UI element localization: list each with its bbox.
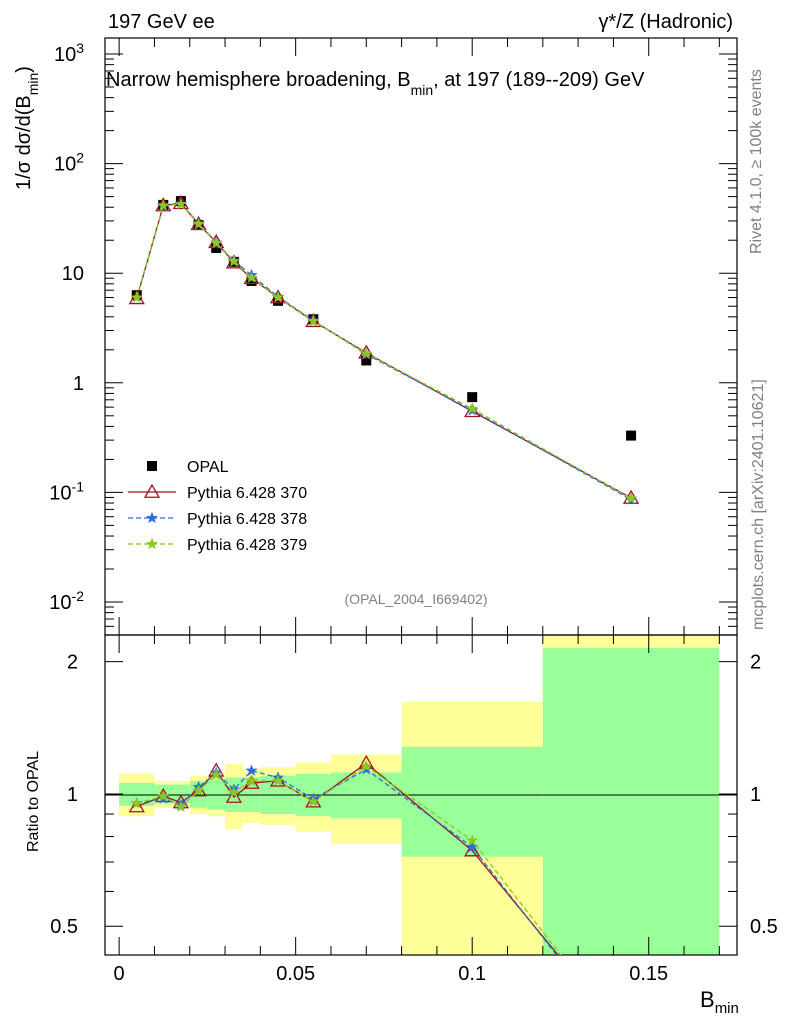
marker-pythia-379 [227,255,240,267]
ratio-marker-pythia-379 [192,784,205,796]
ratio-marker-pythia-379 [157,789,170,802]
main-y-tick-label-base: 10 [49,482,71,504]
ratio-band-inner [189,781,208,808]
main-y-tick-label: 10 [62,263,84,285]
x-axis-label-sub: min [715,1000,739,1017]
legend-label-pythia-370: Pythia 6.428 370 [187,485,307,502]
ratio-y-tick-label: 0.5 [50,916,78,938]
ratio-y-tick-label-right: 0.5 [750,916,778,938]
ratio-marker-pythia-379 [307,795,320,807]
ratio-marker-pythia-379 [360,759,373,772]
ratio-marker-pythia-379 [271,774,285,786]
chart-title: Narrow hemisphere broadening, Bmin, at 1… [106,69,645,98]
marker-pythia-379 [466,402,479,414]
x-axis-label-main: B [700,987,715,1012]
ratio-marker-pythia-370 [128,798,145,813]
ratio-y-tick-label-right: 1 [750,784,761,806]
data-point-opal [246,275,257,286]
data-point-opal [626,430,637,441]
ratio-y-tick-label: 1 [67,784,78,806]
x-tick-label: 0.05 [276,963,315,985]
chart-title-tail: , at 197 (189--209) GeV [433,69,645,91]
marker-pythia-379 [130,291,143,303]
header: 197 GeV ee γ*/Z (Hadronic) [108,11,733,33]
marker-pythia-379 [174,197,187,210]
main-y-tick-label: 102 [54,150,84,176]
series-line-pythia-378 [136,203,632,501]
main-y-tick-label: 10-2 [49,588,84,614]
ratio-marker-pythia-379 [174,800,187,813]
main-y-tick-label-exp: -2 [72,588,85,604]
main-y-tick-label-base: 10 [49,592,71,614]
ratio-band-inner [119,782,155,806]
main-y-tick-label-exp: 3 [76,40,84,56]
ratio-marker-pythia-379 [130,796,143,809]
x-axis-label: Bmin [700,987,739,1017]
marker-pythia-379 [271,291,285,303]
legend-marker-pythia-379 [145,537,159,550]
x-tick-label: 0.1 [458,963,486,985]
ratio-y-tick-label: 2 [67,652,78,674]
main-y-tick-label: 10-1 [49,478,84,504]
chart-title-sub: min [411,82,434,98]
main-series [128,194,640,505]
legend: OPAL Pythia 6.428 370 Pythia 6.428 378 Pyth… [128,459,307,554]
y-axis-label-main: 1/σ dσ/d(B [13,95,35,190]
marker-pythia-379 [245,271,258,283]
mcplots-label: mcplots.cern.ch [arXiv:2401.10621] [750,379,767,630]
ratio-marker-pythia-379 [466,834,479,846]
legend-label-opal: OPAL [187,459,229,476]
ratio-marker-pythia-379 [210,768,223,780]
data-point-opal [273,295,284,306]
ratio-marker-pythia-378 [245,764,258,776]
ratio-y-label: Ratio to OPAL [25,751,42,852]
marker-pythia-379 [360,347,373,359]
header-left: 197 GeV ee [108,11,215,33]
legend-marker-pythia-370 [143,483,161,498]
ratio-y-ticks: 0.5 0.5 1 1 2 2 [50,652,778,939]
ratio-marker-pythia-370 [464,842,481,857]
header-right: γ*/Z (Hadronic) [599,11,733,33]
marker-pythia-379 [625,492,638,504]
ratio-y-tick-label-right: 2 [750,652,761,674]
legend-marker-opal [147,461,157,471]
ratio-series-group [128,754,562,955]
marker-pythia-379 [307,314,320,327]
legend-label-pythia-379: Pythia 6.428 379 [187,537,307,554]
analysis-id: (OPAL_2004_I669402) [345,591,488,607]
main-y-tick-label-exp: 2 [76,150,84,166]
marker-pythia-379 [210,236,223,249]
data-point-opal [467,392,478,403]
marker-pythia-379 [192,217,205,230]
x-tick-label: 0.15 [629,963,668,985]
ratio-marker-pythia-379 [245,774,258,787]
x-ticks: 0 0.05 0.1 0.15 [114,38,720,985]
legend-marker-pythia-378 [145,511,159,524]
series-line-pythia-379 [136,203,632,500]
main-y-tick-label-base: 10 [54,154,76,176]
marker-pythia-370 [225,254,242,269]
marker-pythia-379 [157,199,170,211]
legend-label-pythia-378: Pythia 6.428 378 [187,511,307,528]
y-axis-label-tail: ) [13,66,35,73]
ratio-band-inner [542,647,720,955]
y-axis-label-sub: min [25,73,41,96]
rivet-label: Rivet 4.1.0, ≥ 100k events [748,69,765,254]
main-y-tick-label: 103 [54,40,84,66]
main-y-tick-label-base: 10 [54,44,76,66]
ratio-series [128,754,562,955]
data-point-opal [361,355,372,366]
chart-title-main: Narrow hemisphere broadening, B [106,69,411,91]
ratio-marker-pythia-370 [243,774,260,789]
x-tick-label: 0 [114,963,125,985]
ratio-marker-pythia-379 [227,786,240,798]
y-axis-label: 1/σ dσ/d(Bmin) [13,66,41,190]
ratio-marker-pythia-370 [225,788,242,803]
main-y-tick-label-exp: -1 [72,478,85,494]
main-y-tick-label: 1 [73,373,84,395]
